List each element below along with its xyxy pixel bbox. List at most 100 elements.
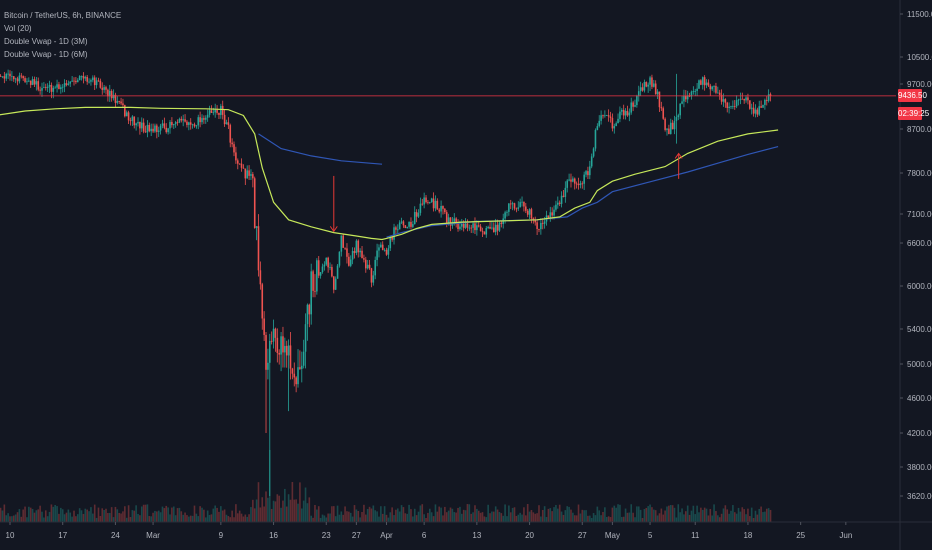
volume-bar xyxy=(656,515,659,522)
volume-bar xyxy=(376,511,378,522)
volume-bar xyxy=(722,508,725,522)
volume-bar xyxy=(724,505,727,522)
candle-body xyxy=(413,212,416,225)
volume-bar xyxy=(532,512,535,522)
candle-body xyxy=(346,248,348,257)
candle-body xyxy=(654,83,657,95)
candle-body xyxy=(195,125,198,127)
volume-bar xyxy=(199,506,201,522)
volume-bar xyxy=(244,514,247,522)
candle-body xyxy=(191,124,194,126)
volume-bar xyxy=(37,509,40,522)
volume-bar xyxy=(332,506,335,522)
time-tick-label: May xyxy=(605,531,620,540)
candle-body xyxy=(709,85,712,90)
candle-body xyxy=(686,95,689,100)
volume-bar xyxy=(193,505,196,522)
candle-body xyxy=(634,105,636,107)
volume-bar xyxy=(380,506,382,522)
volume-bar xyxy=(150,516,152,522)
candle-body xyxy=(515,208,518,210)
candle-body xyxy=(225,122,228,125)
candle-body xyxy=(724,99,727,103)
volume-bar xyxy=(641,517,644,522)
candle-body xyxy=(662,108,665,119)
volume-bar xyxy=(402,507,405,522)
candle-body xyxy=(474,223,476,231)
candle-body xyxy=(304,324,307,352)
candle-body xyxy=(274,328,277,338)
volume-bar xyxy=(272,500,275,522)
price-tick-label: 3800.00 xyxy=(907,463,932,472)
volume-bar xyxy=(762,512,764,522)
candle-body xyxy=(291,368,294,374)
candle-body xyxy=(244,168,247,179)
candle-body xyxy=(487,226,489,229)
candle-body xyxy=(308,304,311,315)
volume-bar xyxy=(636,506,638,522)
candle-body xyxy=(221,105,224,115)
candle-body xyxy=(643,82,646,91)
time-tick-label: 25 xyxy=(796,531,805,540)
candle-body xyxy=(103,87,105,90)
candle-body xyxy=(619,111,621,119)
symbol-title[interactable]: Bitcoin / TetherUS, 6h, BINANCE xyxy=(4,11,122,20)
candle-body xyxy=(33,79,36,85)
volume-bar xyxy=(598,510,601,522)
candle-body xyxy=(517,207,520,209)
candle-body xyxy=(523,201,525,207)
volume-bar xyxy=(95,517,98,522)
candle-body xyxy=(220,105,222,115)
candle-body xyxy=(180,118,183,121)
volume-bar xyxy=(536,513,538,522)
volume-bar xyxy=(487,504,489,522)
up-arrow-annotation xyxy=(674,152,683,179)
candle-body xyxy=(493,227,495,233)
volume-bar xyxy=(438,506,441,522)
candle-body xyxy=(184,119,186,122)
candle-body xyxy=(240,163,243,168)
volume-bar xyxy=(67,509,70,522)
candle-body xyxy=(664,118,666,130)
volume-bar xyxy=(562,514,565,522)
volume-bar xyxy=(528,511,531,522)
vwap-3m-line xyxy=(0,106,779,241)
candle-body xyxy=(513,203,516,209)
candle-body xyxy=(645,82,648,87)
volume-bar xyxy=(214,505,216,522)
volume-bar xyxy=(592,513,595,522)
volume-bar xyxy=(340,511,343,522)
candle-body xyxy=(566,180,569,188)
volume-bar xyxy=(29,507,32,522)
volume-bar xyxy=(41,511,43,522)
candle-body xyxy=(133,116,136,126)
volume-bar xyxy=(602,512,604,522)
candle-body xyxy=(336,265,339,279)
candle-body xyxy=(9,73,11,77)
candle-body xyxy=(404,225,407,228)
candle-body xyxy=(528,209,531,215)
vwap-6m-legend[interactable]: Double Vwap - 1D (6M) xyxy=(4,50,88,59)
candle-body xyxy=(252,174,254,179)
volume-legend[interactable]: Vol (20) xyxy=(4,24,32,33)
volume-bar xyxy=(229,517,232,522)
volume-bar xyxy=(336,505,339,522)
volume-bar xyxy=(408,504,410,522)
candle-body xyxy=(630,102,633,113)
candle-body xyxy=(257,226,260,271)
price-tick-label: 8700.00 xyxy=(907,125,932,134)
candle-body xyxy=(400,221,403,223)
candle-body xyxy=(438,209,441,212)
volume-bar xyxy=(60,507,62,522)
volume-bar xyxy=(651,507,653,522)
candle-body xyxy=(255,226,258,228)
volume-bar xyxy=(453,512,456,522)
vwap-3m-legend[interactable]: Double Vwap - 1D (3M) xyxy=(4,37,88,46)
volume-bar xyxy=(312,517,314,522)
volume-bar xyxy=(321,514,324,522)
price-tick-label: 4600.00 xyxy=(907,394,932,403)
volume-bar xyxy=(103,509,105,522)
candle-body xyxy=(639,87,642,92)
volume-bar xyxy=(189,515,192,522)
